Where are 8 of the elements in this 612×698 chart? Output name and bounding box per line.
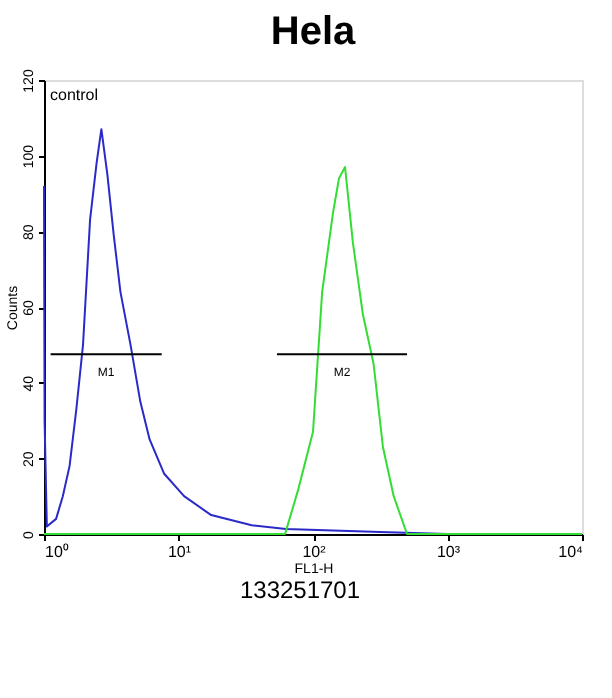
x-tick-label: 10⁴ — [558, 543, 585, 561]
chart-title: Hela — [270, 10, 357, 55]
annotation: control — [50, 86, 99, 104]
text: 133251701 — [239, 576, 361, 604]
x-tick-label: 10¹ — [167, 543, 192, 561]
x-tick-label: 10³ — [436, 543, 461, 561]
x-tick-label: 10² — [302, 543, 327, 561]
x-tick-label: 10⁰ — [45, 543, 69, 561]
